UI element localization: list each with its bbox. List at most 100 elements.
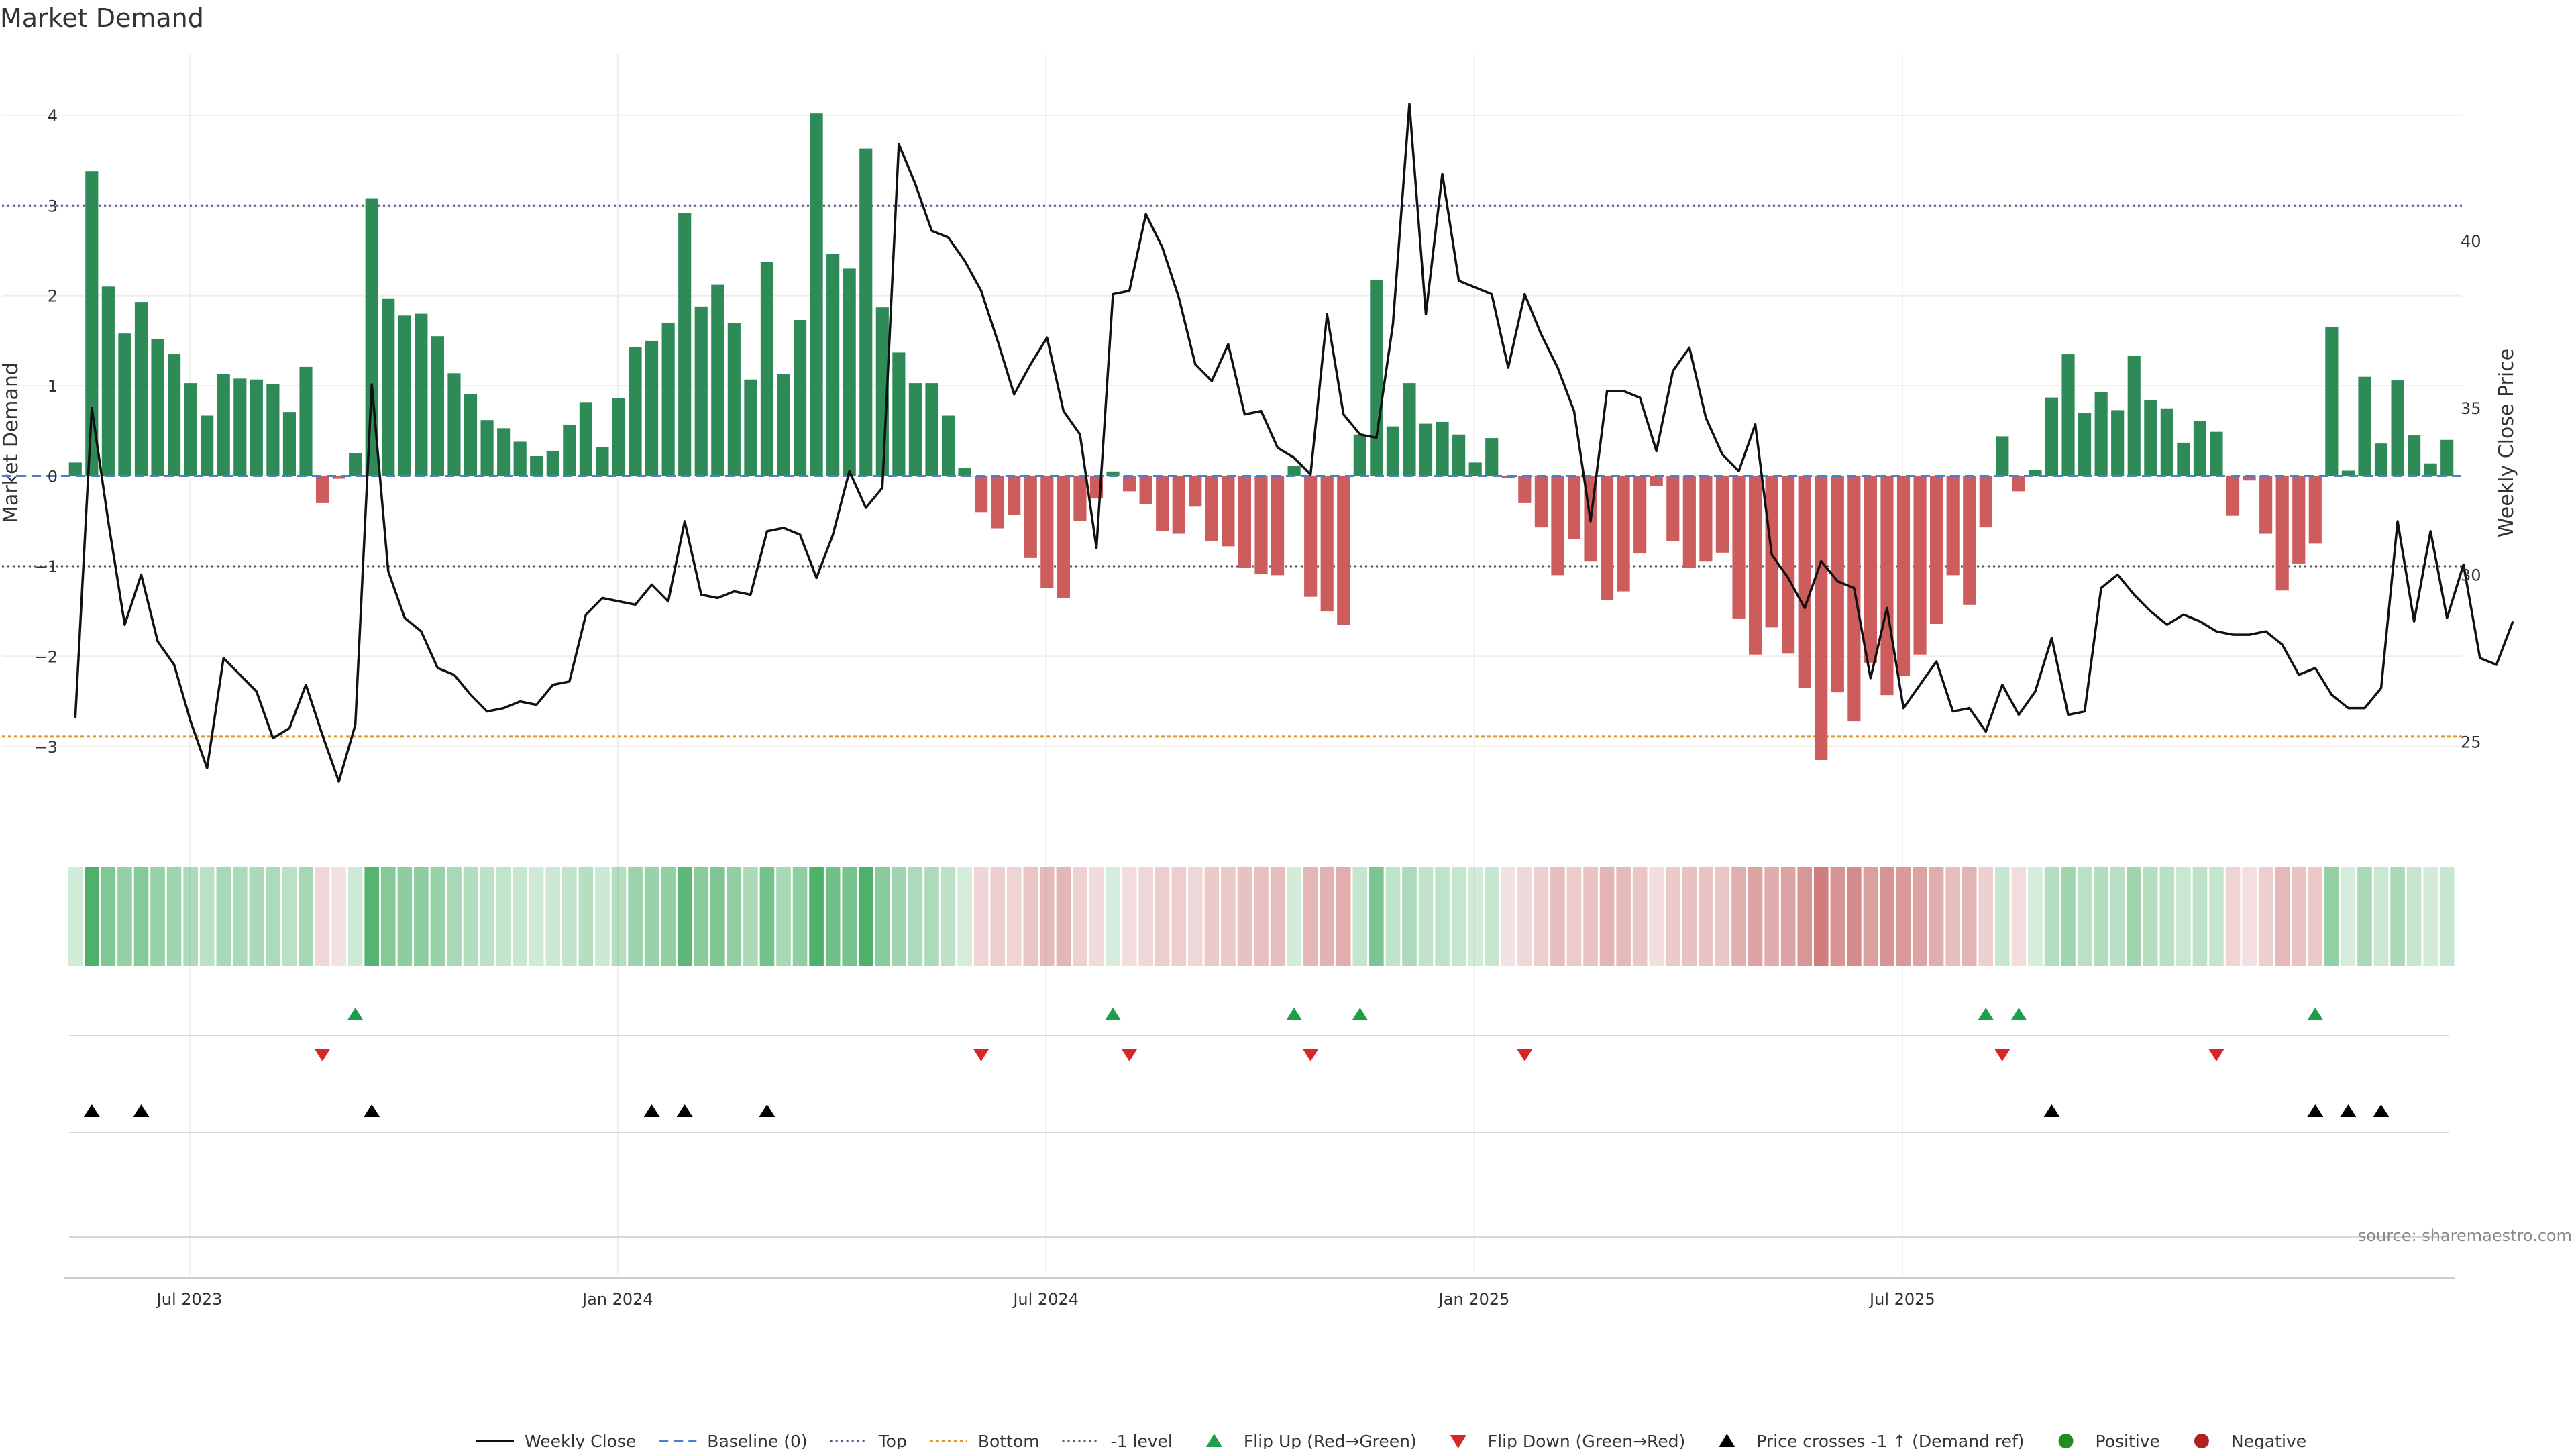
heat-cell (1813, 867, 1829, 966)
demand-bar (1189, 476, 1202, 507)
y-tick-label: 0 (48, 468, 58, 486)
heat-cell (414, 867, 429, 966)
heat-cell (1006, 867, 1022, 966)
x-tick-label: Jul 2023 (156, 1290, 223, 1309)
heat-cell (2192, 867, 2208, 966)
heat-cell (1418, 867, 1434, 966)
price-cross-marker (676, 1104, 693, 1117)
source-note: source: sharemaestro.com (2358, 1226, 2572, 1245)
heat-cell (1699, 867, 1713, 966)
demand-bar (1782, 476, 1795, 654)
heat-cell (1369, 867, 1384, 966)
demand-bar (629, 347, 642, 476)
demand-bar (1896, 476, 1911, 676)
heat-cell (611, 867, 627, 966)
demand-bar (1699, 476, 1713, 562)
flip-up-marker (1105, 1008, 1122, 1020)
demand-bar (941, 415, 955, 476)
heat-cell (1534, 867, 1549, 966)
demand-bar (645, 340, 659, 476)
demand-bar (398, 315, 411, 476)
demand-bar (1864, 476, 1877, 663)
legend-label: Price crosses -1 ↑ (Demand ref) (1756, 1432, 2024, 1449)
demand-bar (711, 284, 724, 476)
legend: Weekly Close Baseline (0) Top Bottom -1 leve… (476, 1432, 2306, 1449)
demand-bar (1468, 462, 1482, 476)
price-cross-panel (69, 1104, 2449, 1238)
legend-label: Baseline (0) (707, 1432, 807, 1449)
heat-cell (2011, 867, 2027, 966)
flip-down-marker (1516, 1049, 1533, 1061)
heat-cell (1204, 867, 1220, 966)
heat-cell (2077, 867, 2092, 966)
heat-cell (2390, 867, 2405, 966)
heat-cell (1468, 867, 1483, 966)
heat-cell (759, 867, 775, 966)
heat-cell (1797, 867, 1813, 966)
heat-cell (1254, 867, 1269, 966)
heat-cell (2028, 867, 2043, 966)
heat-cell (2127, 867, 2142, 966)
demand-bar (1008, 476, 1021, 515)
price-cross-marker (759, 1104, 775, 1117)
demand-bar (1946, 476, 1960, 576)
heat-cell (1089, 867, 1104, 966)
heat-cell (1566, 867, 1582, 966)
heat-cell (2291, 867, 2306, 966)
heat-cell (85, 867, 99, 966)
demand-bar (2308, 476, 2322, 544)
heat-cell (2143, 867, 2158, 966)
demand-bar (2045, 397, 2059, 476)
demand-bar (1287, 466, 1301, 476)
demand-bar (1156, 476, 1169, 531)
demand-bar (2259, 476, 2273, 534)
heat-cell (364, 867, 380, 966)
demand-bar (1320, 476, 1334, 612)
demand-bar (1650, 476, 1663, 486)
x-axis: Jul 2023 Jan 2024 Jul 2024 Jan 2025 Jul 2025 (64, 1277, 2455, 1309)
heat-cell (1682, 867, 1697, 966)
heat-cell (973, 867, 989, 966)
heat-cell (2423, 867, 2438, 966)
heat-cell (1352, 867, 1368, 966)
demand-bar (2144, 400, 2157, 476)
demand-bar (612, 398, 626, 476)
y2-tick-label: 40 (2461, 232, 2481, 251)
demand-bar (464, 394, 478, 476)
x-tick-label: Jan 2024 (581, 1290, 653, 1309)
demand-bar (415, 313, 428, 476)
demand-bar (447, 373, 461, 476)
heat-cell (941, 867, 956, 966)
demand-bar (217, 374, 230, 476)
heat-cell (1830, 867, 1845, 966)
legend-swatch-marker (2194, 1434, 2209, 1448)
heat-cell (1731, 867, 1746, 966)
heat-cell (1501, 867, 1516, 966)
demand-bar (2078, 413, 2092, 476)
heat-cell (990, 867, 1005, 966)
heat-cell (2275, 867, 2290, 966)
demand-bar (332, 476, 345, 479)
demand-bar (349, 453, 362, 476)
heat-cell (1913, 867, 1927, 966)
heat-cell (166, 867, 182, 966)
demand-bar (2061, 354, 2075, 476)
legend-label: Weekly Close (525, 1432, 636, 1449)
heat-cell (1171, 867, 1187, 966)
heat-cell (150, 867, 165, 966)
heat-cell (1336, 867, 1351, 966)
heat-cell (2110, 867, 2125, 966)
demand-bar (2292, 476, 2306, 564)
demand-bar (1304, 476, 1318, 597)
demand-bar (826, 254, 840, 476)
heat-cell (1780, 867, 1796, 966)
y2-tick-label: 30 (2461, 566, 2481, 585)
demand-bar (991, 476, 1004, 529)
heat-cell (1715, 867, 1730, 966)
y2-axis-title: Weekly Close Price (2495, 348, 2518, 537)
heat-cell (397, 867, 413, 966)
flip-up-marker (1352, 1008, 1368, 1020)
legend-label: Positive (2096, 1432, 2160, 1449)
flip-down-marker (973, 1049, 989, 1061)
demand-bar (1485, 438, 1499, 476)
